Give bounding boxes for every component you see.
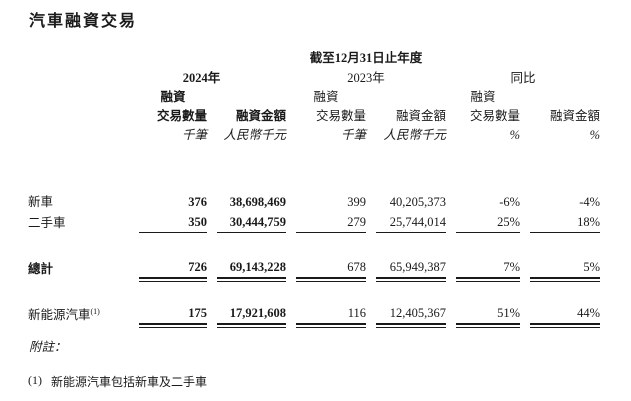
- table-cell: 38,698,469: [229, 195, 286, 209]
- footnote-item-marker: (1): [28, 373, 42, 387]
- table-cell: 678: [296, 260, 366, 282]
- page-title: 汽車融資交易: [29, 13, 138, 30]
- financing-table: 截至12月31日止年度 2024年 2023年 同比 融資 融資 融資 交易數量…: [28, 46, 601, 328]
- financing-label-2023: 融資: [313, 90, 339, 104]
- table-row-total: 總計 726 69,143,228 678 65,949,387 7% 5%: [28, 257, 601, 282]
- spacer-row: [28, 279, 600, 303]
- col-header-count-yoy: 交易數量: [470, 109, 521, 123]
- col-header-count-2023: 交易數量: [315, 109, 366, 123]
- table-cell: 12,405,367: [376, 306, 447, 328]
- unit-percent-amount-yoy: %: [589, 128, 601, 142]
- table-cell: 5%: [530, 260, 601, 282]
- table-cell: 175: [139, 306, 207, 328]
- row-label: 新能源汽車(1): [28, 306, 100, 322]
- table-cell: 65,949,387: [376, 260, 447, 282]
- footnote-item: (1) 新能源汽車包括新車及二手車: [28, 373, 207, 390]
- table-cell: 30,444,759: [217, 215, 286, 233]
- unit-count-2024: 千筆: [181, 128, 207, 142]
- table-cell: 44%: [530, 306, 601, 328]
- table-cell: 69,143,228: [217, 260, 286, 282]
- unit-amount-2024: 人民幣千元: [223, 128, 286, 142]
- col-header-amount-2023: 融資金額: [396, 109, 447, 123]
- column-header-row: 交易數量 融資金額 交易數量 融資金額 交易數量 融資金額: [28, 105, 600, 124]
- year-2023-header: 2023年: [347, 71, 385, 85]
- table-cell: 7%: [456, 260, 521, 282]
- table-cell: 25%: [456, 215, 521, 233]
- table-row-new-cars: 新車 376 38,698,469 399 40,205,373 -6% -4%: [28, 191, 600, 212]
- table-cell: 376: [188, 195, 207, 209]
- table-cell: 350: [139, 215, 207, 233]
- table-cell: 17,921,608: [217, 306, 286, 328]
- period-header-row: 截至12月31日止年度: [28, 46, 600, 66]
- notes-heading: 附註：: [29, 340, 67, 354]
- financing-label-2024: 融資: [160, 90, 186, 104]
- unit-percent-count-yoy: %: [509, 128, 521, 142]
- table-cell: 40,205,373: [389, 195, 447, 209]
- footnote-marker: (1): [90, 306, 100, 316]
- unit-amount-2023: 人民幣千元: [383, 128, 447, 142]
- table-cell: 25,744,014: [376, 215, 447, 233]
- row-label: 總計: [28, 262, 54, 276]
- col-header-amount-yoy: 融資金額: [550, 109, 601, 123]
- spacer-row: [28, 233, 600, 257]
- row-label: 二手車: [28, 216, 66, 230]
- yoy-header: 同比: [510, 71, 536, 85]
- table-cell: 116: [296, 306, 366, 328]
- footnote-item-text: 新能源汽車包括新車及二手車: [51, 375, 208, 389]
- table-cell: 51%: [456, 306, 521, 328]
- financing-label-row: 融資 融資 融資: [28, 86, 600, 105]
- col-header-count-2024: 交易數量: [156, 109, 207, 123]
- table-cell: 726: [139, 260, 207, 282]
- financing-label-yoy: 融資: [470, 90, 496, 104]
- table-row-used-cars: 二手車 350 30,444,759 279 25,744,014 25% 18…: [28, 212, 601, 233]
- table-row-nev: 新能源汽車(1) 175 17,921,608 116 12,405,367 5…: [28, 303, 601, 328]
- table-cell: -4%: [579, 195, 601, 209]
- row-label: 新車: [28, 195, 54, 209]
- year-2024-header: 2024年: [182, 71, 221, 85]
- table-cell: -6%: [499, 195, 521, 209]
- col-header-amount-2024: 融資金額: [235, 109, 286, 123]
- unit-count-2023: 千筆: [340, 128, 366, 142]
- table-cell: 279: [296, 215, 366, 233]
- table-cell: 18%: [530, 215, 601, 233]
- year-header-row: 2024年 2023年 同比: [28, 66, 600, 86]
- units-row: 千筆 人民幣千元 千筆 人民幣千元 % %: [28, 124, 600, 143]
- period-header: 截至12月31日止年度: [309, 51, 423, 65]
- spacer-row: [28, 143, 600, 191]
- table-cell: 399: [347, 195, 366, 209]
